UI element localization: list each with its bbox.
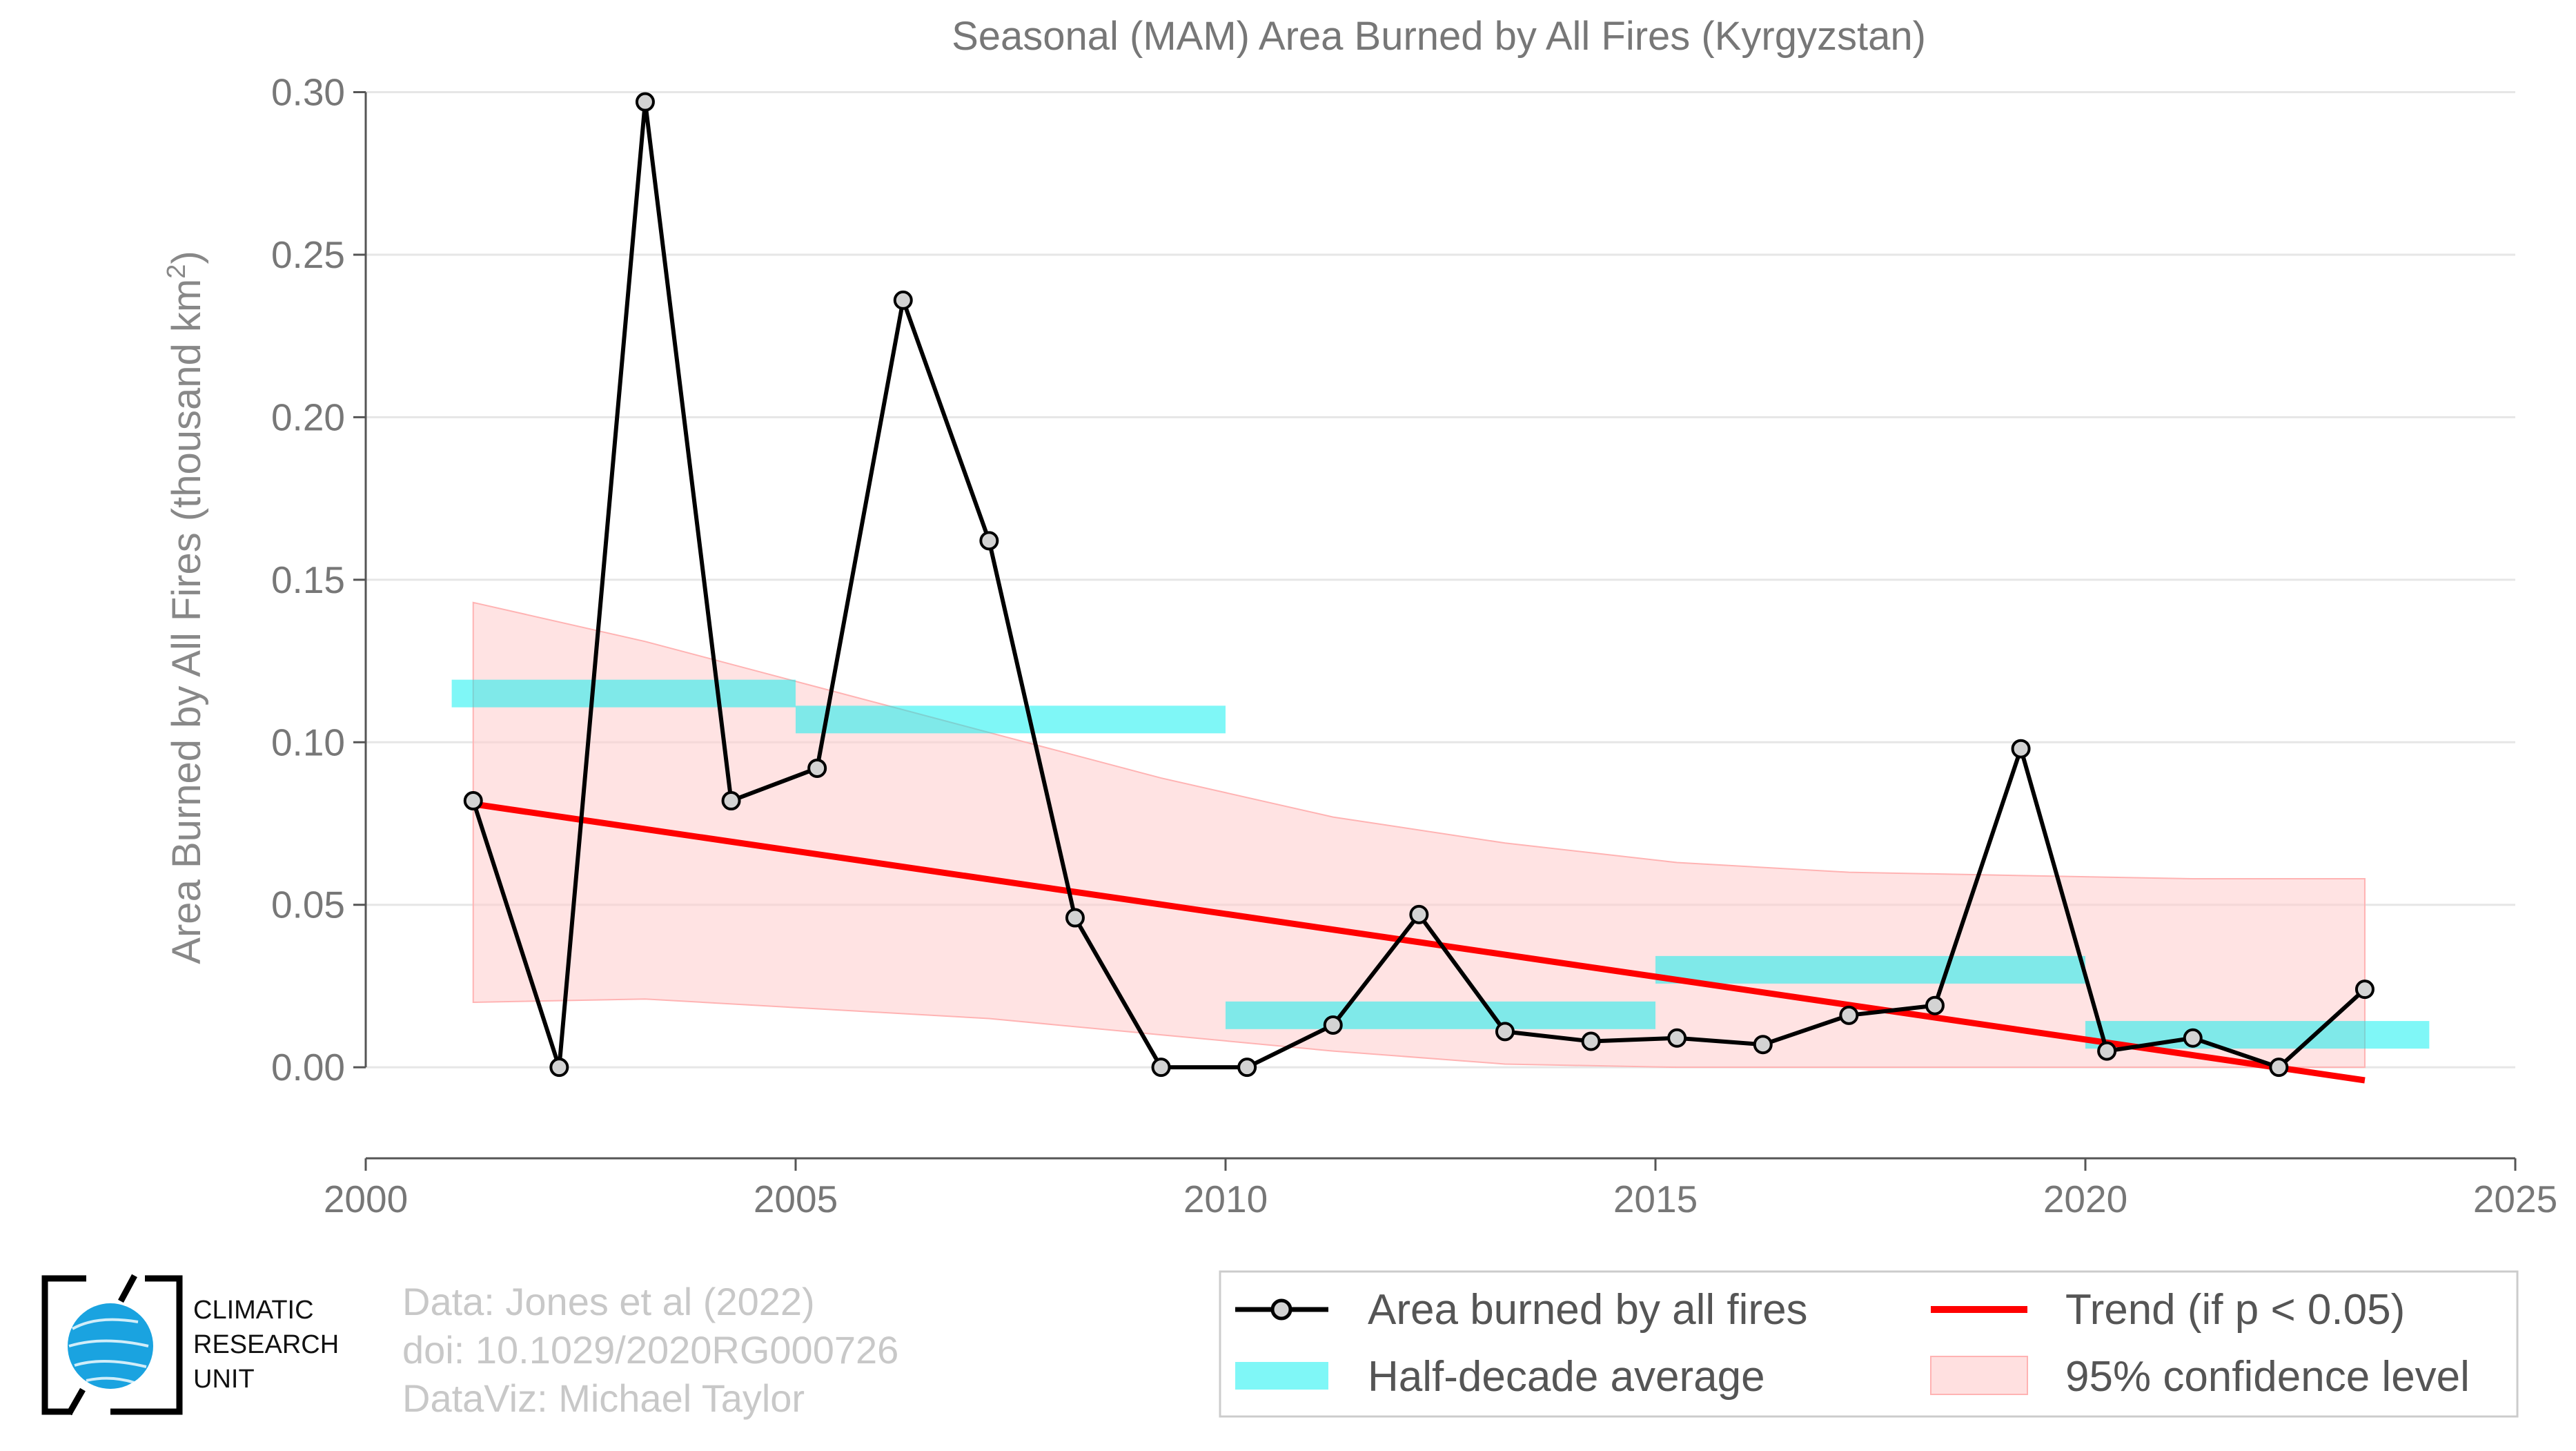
- globe-icon: [68, 1303, 153, 1389]
- area-burned-point: [1237, 1058, 1257, 1078]
- area-burned-point: [1323, 1015, 1343, 1035]
- y-axis-title: Area Burned by All Fires (thousand km2): [162, 251, 209, 964]
- logo-slash-top: [118, 1274, 137, 1303]
- doi-credit: doi: 10.1029/2020RG000726: [402, 1328, 898, 1372]
- x-tick-label: 2000: [324, 1178, 408, 1220]
- area-burned-point: [2183, 1028, 2203, 1048]
- area-burned-point: [1065, 908, 1085, 928]
- area-burned-point: [1151, 1058, 1171, 1078]
- area-burned-point: [721, 791, 741, 811]
- y-tick-label: 0.25: [271, 233, 345, 276]
- logo-text-unit: UNIT: [193, 1365, 255, 1394]
- y-tick-label: 0.20: [271, 396, 345, 438]
- y-tick-label: 0.30: [271, 71, 345, 114]
- y-tick-label: 0.05: [271, 884, 345, 926]
- logo-bracket-right: [110, 1275, 183, 1415]
- area-burned-point: [2097, 1041, 2117, 1061]
- area-burned-point: [1839, 1005, 1859, 1025]
- x-tick-label: 2015: [1613, 1178, 1698, 1220]
- area-burned-point: [979, 531, 999, 551]
- legend-half-decade-swatch: [1235, 1362, 1328, 1390]
- half-decade-bar: [451, 679, 796, 708]
- area-burned-point: [1409, 904, 1429, 924]
- half-decade-bar: [1226, 1001, 1655, 1029]
- y-axis-title-end: ): [164, 251, 209, 264]
- area-burned-point: [2354, 980, 2375, 1000]
- legend-frame: [1219, 1270, 2519, 1418]
- confidence-band: [472, 601, 2366, 1069]
- area-burned-point: [1753, 1035, 1773, 1055]
- series-layer: [463, 92, 2375, 1078]
- y-tick-label: 0.15: [271, 558, 345, 601]
- x-tick-label: 2025: [2473, 1178, 2557, 1220]
- legend-item-area-burned: Area burned by all fires: [1235, 1286, 1808, 1334]
- legend-label-half-decade: Half-decade average: [1368, 1353, 1765, 1401]
- y-axis-title-main: Area Burned by All Fires (thousand km: [164, 279, 209, 964]
- legend-confidence-swatch: [1930, 1356, 2028, 1395]
- legend-label-confidence: 95% confidence level: [2065, 1353, 2470, 1401]
- area-burned-point: [1667, 1028, 1687, 1048]
- legend: Area burned by all fires Trend (if p < 0…: [1219, 1270, 2519, 1418]
- logo-text-research: RESEARCH: [193, 1330, 339, 1359]
- area-burned-point: [549, 1058, 569, 1078]
- legend-label-trend: Trend (if p < 0.05): [2065, 1286, 2405, 1334]
- area-burned-point: [807, 758, 827, 778]
- area-burned-point: [635, 92, 655, 112]
- x-tick-label: 2020: [2043, 1178, 2127, 1220]
- area-burned-point: [1495, 1022, 1515, 1042]
- data-credit: Data: Jones et al (2022): [402, 1280, 815, 1323]
- trend-line: [473, 801, 2366, 1084]
- y-tick-label: 0.00: [271, 1046, 345, 1089]
- axes-layer: 0.00 0.05 0.10 0.15 0.20 0.25 0.30 2000 2005 2010…: [271, 71, 2557, 1220]
- confidence-band-layer: [472, 601, 2366, 1069]
- area-burned-point: [2011, 739, 2031, 759]
- y-tick-label: 0.10: [271, 721, 345, 763]
- logo-bracket-left: [41, 1275, 86, 1415]
- half-decade-bar: [796, 705, 1226, 734]
- globe-lines-icon: [68, 1318, 149, 1384]
- half-decade-layer: [451, 679, 2430, 1049]
- legend-label-area-burned: Area burned by all fires: [1368, 1286, 1808, 1334]
- area-burned-point: [1581, 1031, 1601, 1051]
- area-burned-point: [2269, 1058, 2289, 1078]
- x-tick-label: 2010: [1183, 1178, 1268, 1220]
- logo-slash-bottom: [66, 1387, 86, 1416]
- cru-logo: CLIMATIC RESEARCH UNIT: [41, 1274, 339, 1416]
- chart-title: Seasonal (MAM) Area Burned by All Fires …: [952, 14, 1926, 59]
- area-burned-point: [893, 290, 913, 310]
- legend-item-trend: Trend (if p < 0.05): [1931, 1286, 2405, 1334]
- legend-item-confidence: 95% confidence level: [1930, 1353, 2470, 1401]
- area-burned-point: [1925, 995, 1945, 1015]
- legend-marker-swatch: [1270, 1298, 1292, 1321]
- legend-item-half-decade: Half-decade average: [1235, 1353, 1765, 1401]
- logo-text-climatic: CLIMATIC: [193, 1296, 314, 1325]
- dataviz-credit: DataViz: Michael Taylor: [402, 1376, 805, 1420]
- y-axis-title-superscript: 2: [162, 264, 191, 279]
- half-decade-bar: [1655, 955, 2085, 984]
- x-tick-label: 2005: [754, 1178, 838, 1220]
- trend-layer: [473, 801, 2366, 1084]
- area-burned-point: [463, 791, 483, 811]
